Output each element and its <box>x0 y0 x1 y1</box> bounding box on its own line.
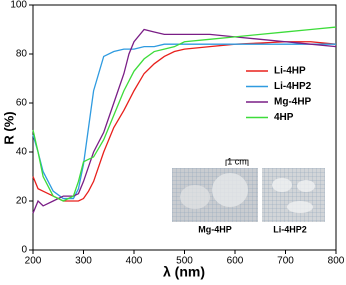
scale-label: 1 cm <box>227 156 247 166</box>
x-tick-label: 800 <box>328 256 345 267</box>
series-line <box>32 28 337 214</box>
x-tick-label: 700 <box>277 256 294 267</box>
y-tick-label: 40 <box>16 147 28 158</box>
x-tick-label: 200 <box>25 256 42 267</box>
x-tick-label: 500 <box>176 256 193 267</box>
sample <box>212 173 248 207</box>
y-tick-label: 80 <box>16 49 28 60</box>
legend-label: Li-4HP <box>274 66 306 77</box>
y-tick-label: 0 <box>21 245 27 256</box>
sample <box>180 185 210 209</box>
photo-grid <box>262 168 325 222</box>
y-tick-label: 60 <box>16 98 28 109</box>
inset-label: Mg-4HP <box>198 224 232 234</box>
y-tick-label: 20 <box>16 196 28 207</box>
x-tick-label: 300 <box>75 256 92 267</box>
sample <box>287 201 313 213</box>
scale-bar <box>225 159 249 166</box>
legend-label: Mg-4HP <box>274 97 312 108</box>
x-tick-label: 400 <box>126 256 143 267</box>
y-axis-label: R (%) <box>1 111 16 144</box>
series-line <box>32 26 337 202</box>
legend-label: 4HP <box>274 112 294 123</box>
sample <box>272 178 292 192</box>
inset-label: Li-4HP2 <box>273 224 307 234</box>
series-line <box>32 43 336 200</box>
legend-label: Li-4HP2 <box>274 81 312 92</box>
y-tick-label: 100 <box>10 0 27 11</box>
inset-photos <box>172 159 325 222</box>
x-tick-label: 600 <box>227 256 244 267</box>
sample <box>297 180 315 192</box>
x-axis-label: λ (nm) <box>163 264 205 280</box>
